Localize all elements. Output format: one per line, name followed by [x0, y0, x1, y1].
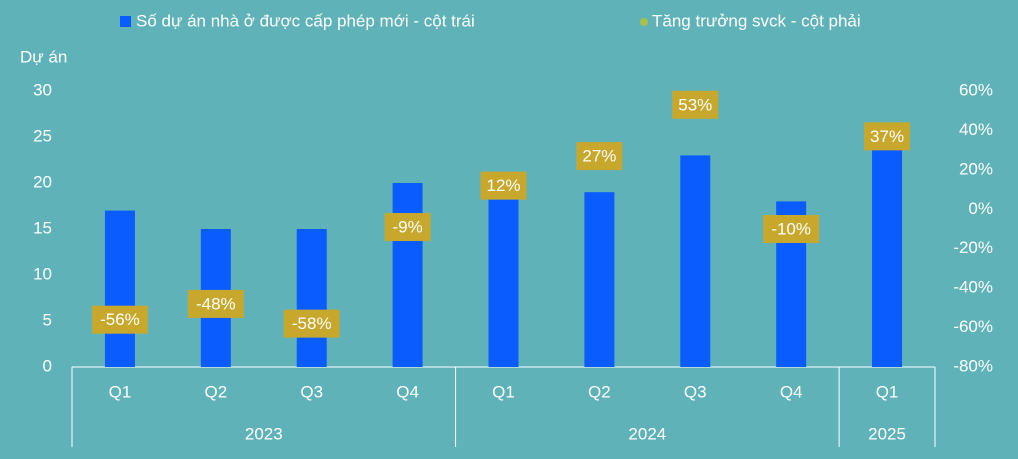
legend-label: Số dự án nhà ở được cấp phép mới - cột t… — [136, 11, 475, 30]
bar — [392, 183, 423, 367]
bar — [584, 192, 615, 367]
y-tick-label: 0 — [43, 356, 52, 375]
y-tick-label: 25 — [33, 126, 52, 145]
growth-marker — [283, 309, 340, 338]
x-tick-label: Q1 — [492, 382, 515, 401]
data-label: 37% — [870, 127, 904, 146]
y-tick-label: 30 — [33, 80, 52, 99]
data-label: -48% — [196, 294, 236, 313]
growth-marker — [91, 305, 148, 334]
data-label: -10% — [771, 219, 811, 238]
y-axis-label: Dự án — [20, 47, 67, 66]
y2-tick-label: -80% — [953, 356, 993, 375]
growth-marker — [187, 289, 244, 318]
x-tick-label: Q1 — [876, 382, 899, 401]
y2-tick-label: -60% — [953, 317, 993, 336]
x-tick-label: Q4 — [396, 382, 419, 401]
data-label: -56% — [100, 310, 140, 329]
x-tick-label: Q4 — [780, 382, 803, 401]
x-tick-label: Q2 — [204, 382, 227, 401]
data-label: 53% — [678, 95, 712, 114]
bar — [488, 192, 519, 367]
growth-marker — [384, 213, 431, 242]
legend-swatch — [640, 18, 648, 26]
y2-tick-label: -20% — [953, 238, 993, 257]
data-label: -58% — [292, 314, 332, 333]
x-tick-label: Q1 — [109, 382, 132, 401]
growth-marker — [480, 171, 527, 200]
y-tick-label: 20 — [33, 172, 52, 191]
x-group-label: 2024 — [628, 424, 666, 443]
bar — [296, 229, 327, 367]
x-tick-label: Q3 — [684, 382, 707, 401]
growth-marker — [864, 122, 911, 151]
x-group-label: 2023 — [245, 424, 283, 443]
x-tick-label: Q3 — [300, 382, 323, 401]
growth-marker — [763, 215, 820, 243]
growth-marker — [672, 90, 719, 119]
data-label: 27% — [582, 147, 616, 166]
legend-swatch — [120, 16, 131, 27]
y-tick-label: 5 — [43, 310, 52, 329]
y2-tick-label: -40% — [953, 278, 993, 297]
x-group-label: 2025 — [868, 424, 906, 443]
data-label: 12% — [486, 176, 520, 195]
legend-label: Tăng trưởng svck - cột phải — [652, 11, 861, 30]
x-tick-label: Q2 — [588, 382, 611, 401]
y-tick-label: 10 — [33, 264, 52, 283]
bar — [104, 210, 135, 367]
growth-marker — [576, 142, 623, 171]
y2-tick-label: 0% — [968, 199, 993, 218]
y-tick-label: 15 — [33, 218, 52, 237]
data-label: -9% — [392, 218, 422, 237]
bar — [680, 155, 711, 367]
y2-tick-label: 20% — [959, 159, 993, 178]
y2-tick-label: 60% — [959, 80, 993, 99]
y2-tick-label: 40% — [959, 120, 993, 139]
bar — [872, 127, 903, 367]
